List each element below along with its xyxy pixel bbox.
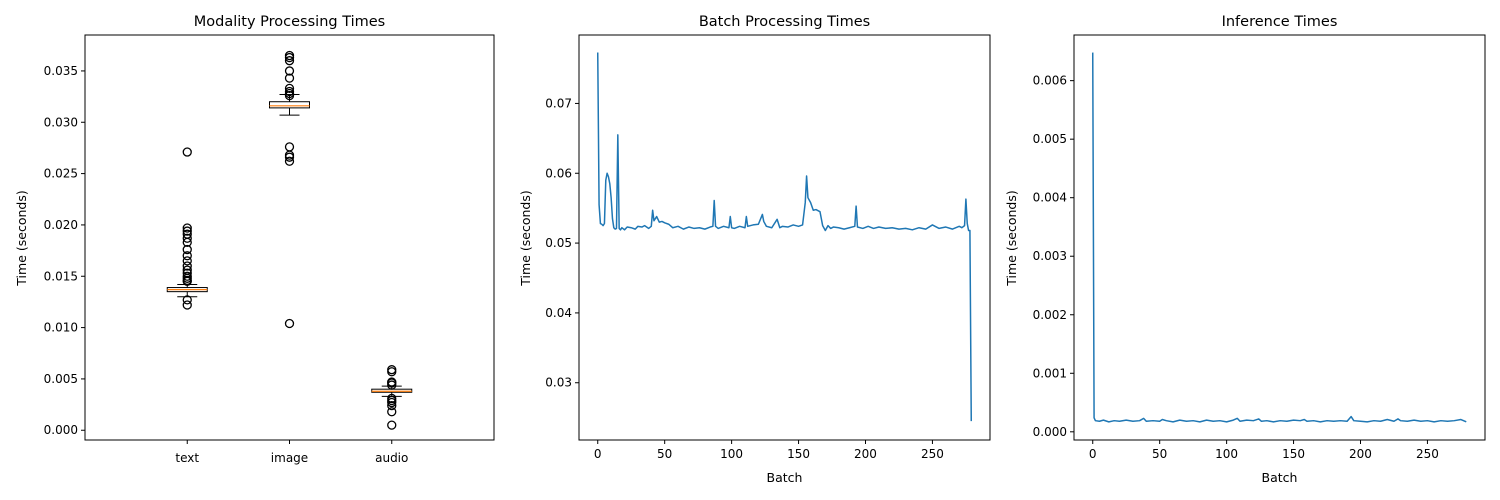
outlier-point [387,397,397,408]
outlier-point [284,73,295,83]
plot-area: 0.000 0.005 0.010 0.015 0.020 0.025 0.030 0.035… [44,50,413,465]
box [269,101,310,109]
outlier-point [182,244,192,255]
y-tick-label: 0.030 [44,115,78,129]
outlier-point [284,56,295,66]
y-tick-label: 0.035 [44,64,78,78]
chart-title: Batch Processing Times [699,14,870,30]
plot-area: 0.03 0.04 0.05 0.06 0.07 0 50 100 150 200 250 [545,52,973,461]
x-tick-label: text [175,451,199,465]
axes-frame [578,34,991,441]
y-tick-label: 0.025 [44,167,78,181]
y-tick-label: 0.03 [545,376,572,390]
y-tick-label: 0.000 [1033,425,1067,439]
x-tick-label: 100 [720,447,743,461]
outlier-point [284,52,295,63]
outlier-point [182,233,192,243]
axes-frame [84,34,495,441]
x-tick-label: 100 [1215,447,1238,461]
y-tick-label: 0.04 [545,306,572,320]
chart-title: Inference Times [1222,14,1338,30]
outlier-point [284,142,295,152]
outlier-point [182,261,192,271]
outlier-point [182,256,192,266]
series-line [596,52,973,422]
y-tick-label: 0.005 [1033,132,1067,146]
y-axis-label: Time (seconds) [14,190,29,286]
y-tick-label: 0.005 [44,372,78,386]
y-tick-label: 0.002 [1033,308,1067,322]
x-tick-label: image [271,451,308,465]
y-axis-label: Time (seconds) [1004,190,1019,286]
outlier-point [182,226,192,236]
outlier-point [182,237,192,248]
outlier-point [387,400,397,411]
y-tick-label: 0.001 [1033,366,1067,380]
outlier-point [182,147,192,157]
chart-title: Modality Processing Times [194,14,385,30]
outlier-point [182,223,192,233]
x-tick-label: 150 [787,447,810,461]
x-tick-label: 250 [921,447,944,461]
outlier-point [284,83,295,94]
outlier-point [387,380,397,390]
x-tick-label: 150 [1282,447,1305,461]
outlier-point [182,295,192,305]
y-tick-label: 0.003 [1033,249,1067,263]
outlier-point [182,251,192,261]
y-tick-label: 0.020 [44,218,78,232]
axes-frame [1073,34,1486,441]
panel-modality: Modality Processing Times Time (seconds)… [14,14,495,465]
series-line [1091,52,1467,423]
x-tick-label: 50 [1152,447,1167,461]
plot-area: 0.000 0.001 0.002 0.003 0.004 0.005 0.006 0 50 10… [1033,52,1467,461]
x-tick-label: 0 [1089,447,1097,461]
panel-batch: Batch Processing Times Time (seconds) Ba… [518,14,991,485]
y-axis-label: Time (seconds) [518,190,533,286]
y-tick-label: 0.015 [44,269,78,283]
y-tick-label: 0.07 [545,96,572,110]
outlier-point [284,90,295,101]
y-tick-label: 0.000 [44,423,78,437]
x-tick-label: audio [375,451,408,465]
x-tick-label: 200 [1349,447,1372,461]
outlier-point [284,318,295,329]
y-tick-label: 0.006 [1033,74,1067,88]
outlier-point [182,300,192,310]
outlier-point [182,276,192,287]
y-tick-label: 0.010 [44,321,78,335]
x-axis-label: Batch [767,470,803,485]
x-tick-label: 50 [657,447,672,461]
outlier-point [387,407,397,417]
outlier-point [284,66,295,76]
x-tick-label: 0 [594,447,602,461]
x-tick-label: 250 [1416,447,1439,461]
y-tick-label: 0.004 [1033,191,1067,205]
outlier-point [387,420,397,430]
panel-inference: Inference Times Time (seconds) Batch 0.0… [1004,14,1486,485]
y-tick-label: 0.06 [545,166,572,180]
outlier-point [284,152,295,162]
outlier-point [387,367,397,377]
x-tick-label: 200 [854,447,877,461]
outlier-point [284,156,295,166]
y-tick-label: 0.05 [545,236,572,250]
x-axis-label: Batch [1262,470,1298,485]
